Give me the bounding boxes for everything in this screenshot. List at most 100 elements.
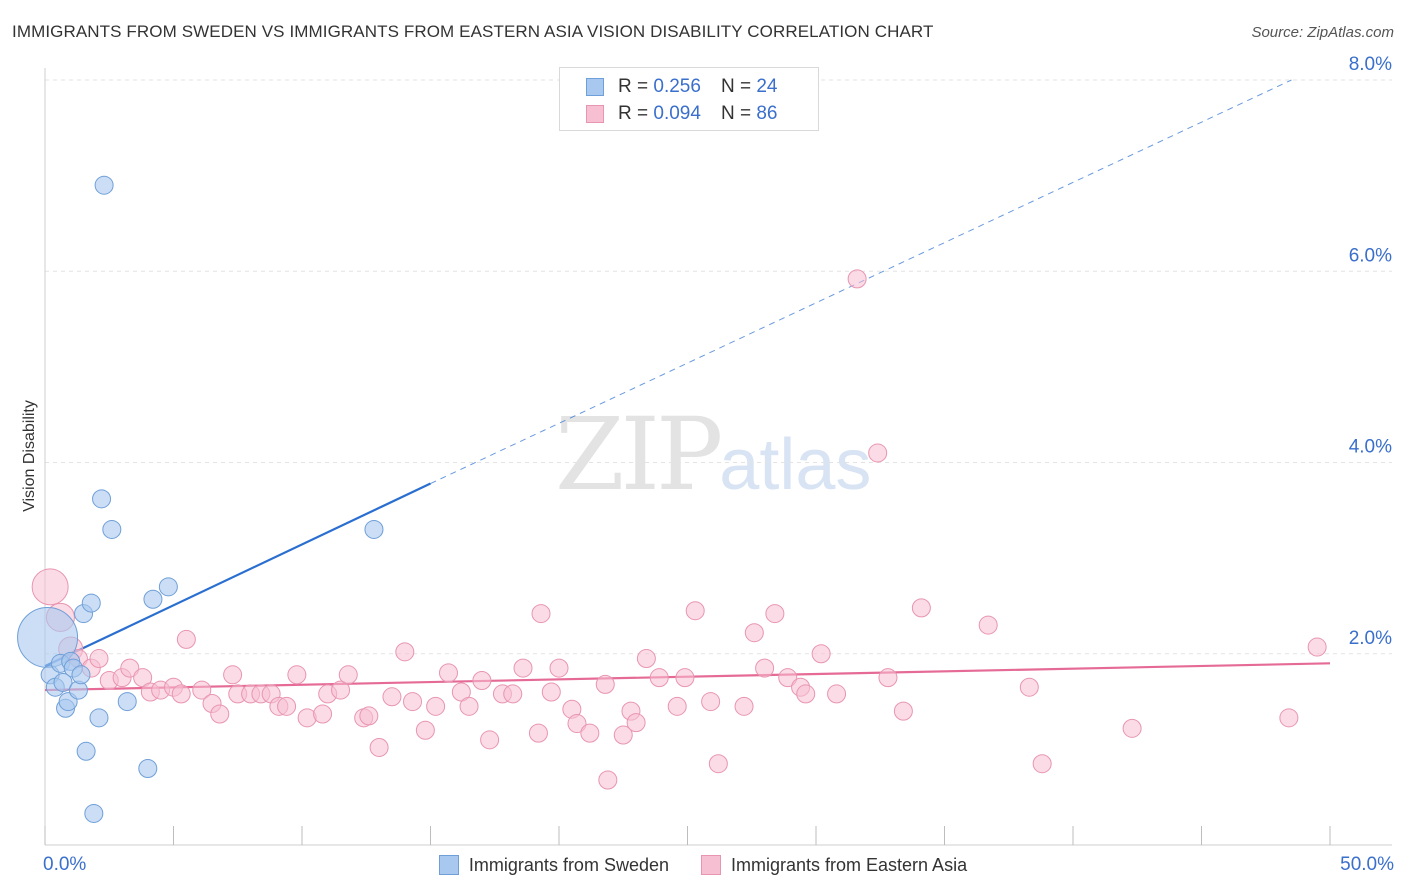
eastern-asia-point-34 (382, 687, 402, 707)
sweden-point-17 (94, 175, 114, 195)
eastern-asia-point-67 (744, 623, 764, 643)
legend-item-eastern-asia[interactable]: Immigrants from Eastern Asia (701, 855, 967, 876)
sweden-legend-label: Immigrants from Sweden (468, 854, 669, 875)
eastern-asia-point-54 (595, 674, 615, 694)
eastern-asia-point-74 (827, 684, 847, 704)
eastern-asia-point-37 (415, 720, 435, 740)
sweden-point-18 (102, 519, 122, 539)
series-sweden (17, 175, 384, 823)
eastern-asia-point-5 (89, 649, 109, 669)
eastern-asia-point-18 (223, 665, 243, 685)
eastern-asia-point-59 (636, 649, 656, 669)
legend-n-value-eastern-asia: 86 (756, 103, 778, 124)
watermark: ZIPatlas (555, 405, 871, 505)
eastern-asia-point-45 (503, 684, 523, 704)
x-tick-label-0: 0.0% (43, 854, 86, 875)
x-tick-label-1: 50.0% (1340, 854, 1394, 875)
eastern-asia-point-43 (480, 730, 500, 750)
y-tick-label-0: 2.0% (1349, 628, 1392, 649)
eastern-asia-point-76 (868, 443, 888, 463)
eastern-asia-point-53 (580, 723, 600, 743)
sweden-point-22 (158, 577, 178, 597)
eastern-asia-point-82 (1032, 754, 1052, 774)
y-axis-label: Vision Disability (21, 400, 38, 512)
source-credit: Source: ZipAtlas.com (1251, 24, 1394, 41)
series-legend: Immigrants from Sweden Immigrants from E… (0, 852, 1406, 878)
sweden-swatch (586, 78, 604, 96)
watermark-zip: ZIP (555, 396, 723, 513)
eastern-asia-point-38 (426, 696, 446, 716)
eastern-asia-point-0 (31, 568, 69, 606)
eastern-asia-point-42 (472, 671, 492, 691)
sweden-legend-swatch (438, 855, 459, 875)
eastern-asia-point-68 (755, 658, 775, 678)
sweden-point-10 (71, 665, 91, 685)
eastern-asia-point-73 (811, 644, 831, 664)
eastern-asia-point-64 (701, 692, 721, 712)
tick-labels: 2.0% 4.0% 6.0% 8.0% 0.0% 50.0% (43, 54, 1394, 875)
eastern-asia-point-77 (878, 668, 898, 688)
eastern-asia-point-75 (847, 269, 867, 289)
eastern-asia-point-70 (778, 668, 798, 688)
eastern-asia-point-33 (369, 737, 389, 757)
eastern-asia-point-48 (531, 604, 551, 624)
eastern-asia-point-66 (734, 696, 754, 716)
eastern-asia-point-60 (649, 668, 669, 688)
legend-r-label: R = (618, 76, 649, 97)
sweden-trend-line (44, 482, 431, 668)
eastern-asia-legend-swatch (701, 855, 721, 875)
sweden-point-13 (81, 593, 101, 613)
eastern-asia-point-83 (1122, 718, 1142, 738)
eastern-asia-point-46 (513, 658, 533, 678)
legend-n-label: N = (720, 103, 752, 124)
eastern-asia-legend-label: Immigrants from Eastern Asia (731, 854, 968, 875)
legend-item-sweden[interactable]: Immigrants from Sweden (438, 854, 669, 876)
eastern-asia-point-50 (549, 658, 569, 678)
watermark-atlas: atlas (719, 425, 872, 505)
eastern-asia-point-65 (708, 754, 728, 774)
legend-r-label: R = (618, 103, 649, 124)
eastern-asia-point-55 (598, 770, 618, 790)
eastern-asia-point-29 (331, 680, 351, 700)
eastern-asia-point-32 (359, 706, 379, 726)
eastern-asia-point-69 (765, 604, 785, 624)
eastern-asia-point-72 (796, 684, 816, 704)
sweden-point-19 (117, 692, 137, 712)
eastern-asia-point-15 (192, 680, 212, 700)
axes (44, 68, 1392, 846)
legend-r-value-eastern-asia: 0.094 (653, 103, 701, 124)
sweden-point-4 (53, 672, 73, 692)
eastern-asia-point-63 (685, 601, 705, 621)
chart-title: IMMIGRANTS FROM SWEDEN VS IMMIGRANTS FRO… (12, 22, 934, 41)
legend-n-label: N = (720, 76, 752, 97)
eastern-asia-point-79 (911, 598, 931, 618)
sweden-point-21 (143, 589, 163, 609)
sweden-point-15 (89, 708, 109, 728)
eastern-asia-point-30 (338, 665, 358, 685)
y-tick-label-3: 8.0% (1349, 54, 1392, 75)
eastern-asia-point-52 (567, 714, 587, 734)
legend-r-value-sweden: 0.256 (653, 76, 701, 97)
eastern-asia-point-14 (176, 629, 196, 649)
eastern-asia-point-47 (528, 723, 548, 743)
eastern-asia-point-80 (978, 615, 998, 635)
grid (45, 79, 1392, 655)
legend-n-value-sweden: 24 (756, 76, 778, 97)
eastern-asia-point-85 (1307, 637, 1327, 657)
sweden-point-16 (92, 489, 112, 509)
eastern-asia-point-27 (313, 704, 333, 724)
eastern-asia-point-58 (626, 713, 646, 733)
trend-lines (44, 79, 1331, 692)
sweden-point-20 (138, 759, 158, 778)
eastern-asia-point-62 (675, 668, 695, 688)
sweden-point-14 (84, 803, 104, 823)
eastern-asia-point-61 (667, 696, 687, 716)
sweden-point-12 (76, 741, 96, 761)
eastern-asia-point-35 (395, 642, 415, 662)
eastern-asia-point-36 (403, 692, 423, 712)
eastern-asia-point-49 (541, 682, 561, 702)
eastern-asia-point-84 (1279, 708, 1299, 728)
eastern-asia-point-13 (171, 684, 191, 704)
eastern-asia-point-56 (613, 725, 633, 745)
